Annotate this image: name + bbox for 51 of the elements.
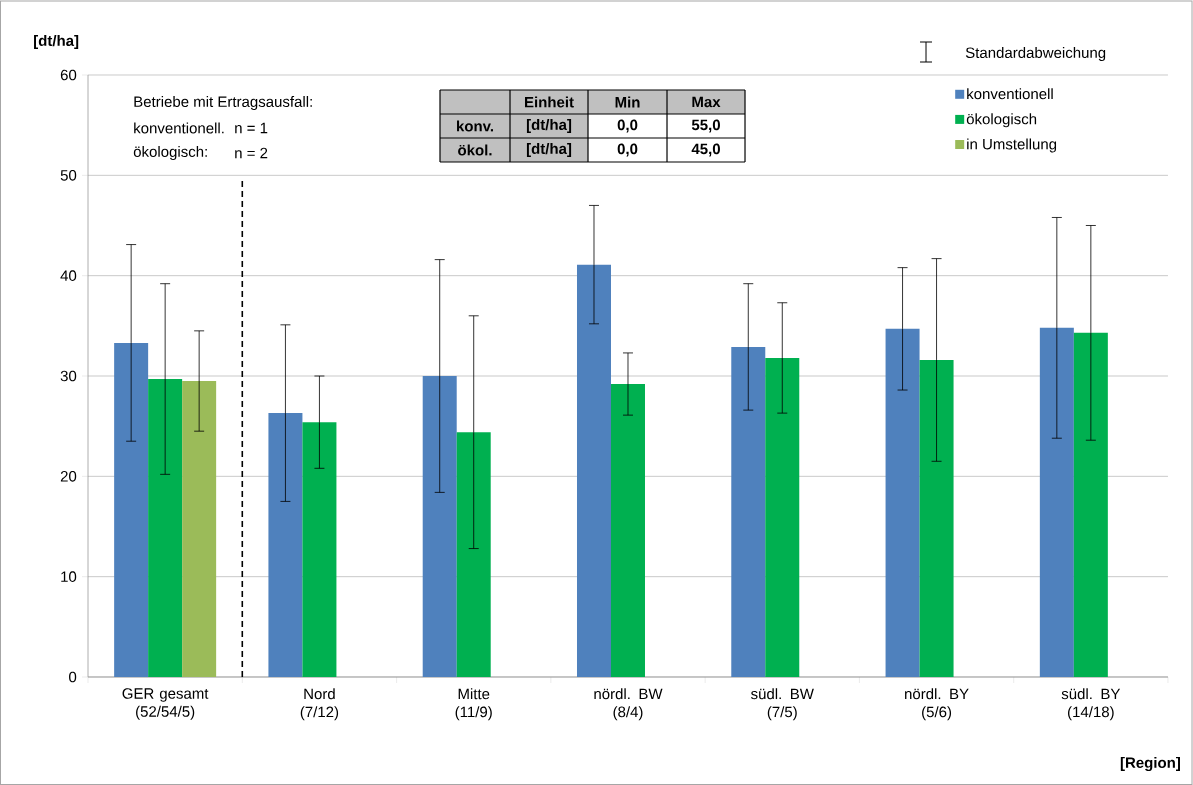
annotation: n = 2 bbox=[235, 147, 268, 159]
annotation: ökologisch: bbox=[133, 146, 207, 160]
bar bbox=[765, 357, 800, 677]
bar bbox=[885, 328, 920, 677]
bar bbox=[148, 379, 183, 677]
bar bbox=[302, 422, 337, 677]
y-tick-label: 0 bbox=[69, 671, 77, 683]
annotation: 0,0 bbox=[617, 119, 638, 133]
x-tick-label: GER gesamt (52/54/5) bbox=[122, 688, 209, 720]
bar bbox=[1073, 332, 1108, 677]
x-tick-label: nördl. BY (5/6) bbox=[905, 688, 969, 721]
annotation: 0,0 bbox=[617, 143, 638, 157]
bar bbox=[576, 264, 611, 677]
x-tick-label: Nord (7/12) bbox=[300, 688, 339, 721]
annotation: Einheit bbox=[525, 96, 574, 108]
legend-label: in Umstellung bbox=[967, 138, 1057, 153]
bar bbox=[114, 342, 149, 677]
x-tick-label: Mitte (11/9) bbox=[455, 688, 492, 721]
bar bbox=[611, 384, 645, 677]
x-tick-label: südl. BW (7/5) bbox=[751, 688, 814, 721]
y-tick-label: 60 bbox=[60, 69, 77, 81]
x-tick-label: südl. BY (14/18) bbox=[1061, 688, 1121, 721]
bar bbox=[422, 376, 457, 677]
annotation: [dt/ha] bbox=[526, 143, 572, 157]
bar bbox=[268, 413, 303, 677]
annotation: konv. bbox=[457, 120, 494, 132]
bar bbox=[182, 381, 217, 677]
bar bbox=[731, 346, 766, 677]
annotation: konventionell. bbox=[134, 122, 224, 134]
y-tick-label: 10 bbox=[61, 571, 77, 582]
annotation: Min bbox=[615, 96, 640, 108]
annotation: Betriebe mit Ertragsausfall: bbox=[134, 96, 312, 110]
y-tick-label: 50 bbox=[60, 170, 77, 181]
y-axis-title: [dt/ha] bbox=[34, 35, 79, 49]
bar bbox=[456, 432, 491, 677]
legend-label: ökologisch bbox=[966, 113, 1037, 128]
bar bbox=[919, 359, 954, 677]
annotation: Max bbox=[692, 96, 721, 108]
y-tick-label: 40 bbox=[60, 270, 77, 281]
annotation: n = 1 bbox=[235, 122, 268, 134]
x-tick-label: nördl. BW (8/4) bbox=[594, 688, 663, 721]
bar bbox=[1039, 327, 1074, 677]
annotation: 55,0 bbox=[691, 119, 720, 133]
annotation: ökol. bbox=[458, 144, 492, 156]
legend-label: konventionell bbox=[967, 88, 1053, 100]
y-tick-label: 30 bbox=[60, 370, 77, 382]
annotation: 45,0 bbox=[691, 143, 720, 157]
y-tick-label: 20 bbox=[60, 471, 77, 482]
text: Standardabweichung bbox=[965, 47, 1106, 61]
annotation: [dt/ha] bbox=[526, 119, 572, 133]
text: [Region] bbox=[1120, 756, 1180, 772]
